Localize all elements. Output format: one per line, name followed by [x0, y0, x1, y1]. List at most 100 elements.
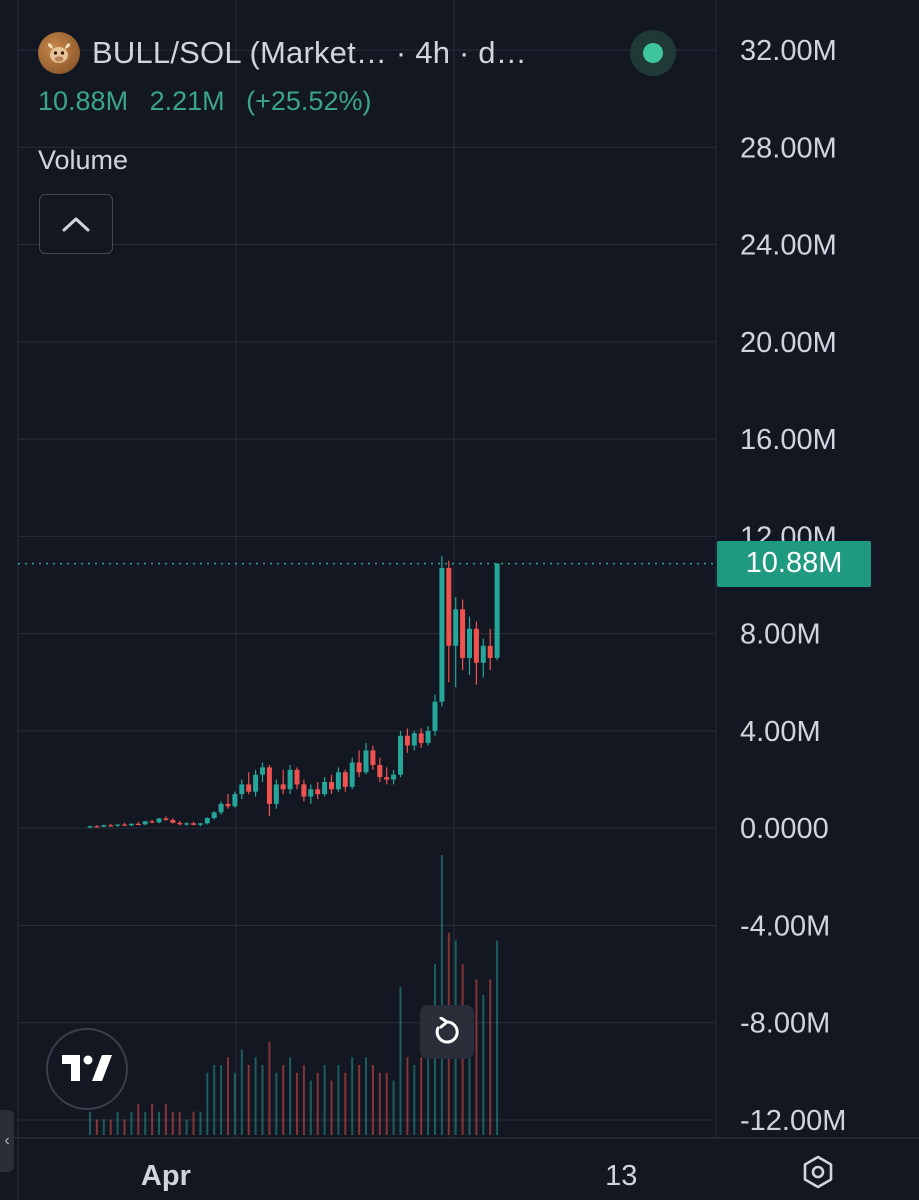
volume-bar [261, 1065, 264, 1135]
volume-bar [316, 1072, 319, 1135]
candle-body [184, 823, 190, 825]
x-tick-label: 13 [605, 1160, 637, 1192]
candle-body [122, 824, 127, 826]
chevron-up-icon [62, 217, 90, 232]
volume-bar [144, 1111, 147, 1135]
volume-bar [247, 1065, 250, 1135]
candle-body [391, 774, 397, 780]
volume-bar [199, 1111, 202, 1135]
volume-bar [427, 1041, 430, 1135]
candle-body [363, 750, 369, 773]
candle-body [480, 645, 486, 663]
candle-body [329, 781, 334, 790]
volume-bar [233, 1072, 236, 1135]
indicator-label[interactable]: Volume [38, 145, 129, 175]
volume-bar [475, 979, 478, 1135]
candle-body [108, 825, 114, 827]
legend-values: 10.88M 2.21M (+25.52%) [38, 86, 527, 117]
candle-body [246, 784, 252, 792]
volume-bar [337, 1065, 340, 1135]
candle-body [377, 764, 383, 778]
candle-body [467, 628, 472, 658]
volume-bar [164, 1103, 167, 1135]
chart-settings-button[interactable] [798, 1152, 838, 1192]
candle-body [301, 784, 307, 797]
candle-body [128, 823, 134, 826]
candle-body [439, 567, 445, 702]
candle-body [170, 819, 176, 823]
symbol-title[interactable]: BULL/SOL (Market… · 4h · d… [92, 35, 527, 70]
volume-bar [392, 1080, 395, 1135]
candle-body [177, 822, 183, 825]
candle-body [211, 812, 217, 818]
candle-body [398, 735, 403, 775]
settings-icon [803, 1155, 833, 1189]
collapse-legend-button[interactable] [39, 194, 113, 254]
volume-bar [482, 995, 485, 1135]
volume-bar [351, 1057, 354, 1135]
candle-body [322, 781, 328, 795]
volume-bar [489, 979, 492, 1135]
candle-body [294, 769, 300, 785]
volume-bar [275, 1072, 278, 1135]
volume-bar [254, 1057, 257, 1135]
last-price-tag: 10.88M [717, 540, 871, 587]
candle-body [460, 609, 466, 658]
candle-body [370, 750, 376, 765]
candle-body [266, 767, 272, 804]
legend-change-pct: (+25.52%) [246, 86, 372, 116]
candle-body [494, 563, 500, 658]
candle-body [156, 818, 162, 823]
candle-body [225, 803, 231, 807]
volume-bar [130, 1111, 133, 1135]
candle-body [87, 826, 93, 828]
candle-body [101, 825, 107, 827]
symbol-title-row[interactable]: BULL/SOL (Market… · 4h · d… [38, 28, 527, 78]
candle-body [115, 824, 121, 826]
tradingview-logo-icon [62, 1055, 112, 1081]
volume-bar [240, 1049, 243, 1135]
candle-body [342, 772, 348, 787]
y-tick-label: -4.00M [740, 910, 830, 942]
candle-body [425, 730, 431, 744]
status-dot-icon [643, 43, 663, 63]
candle-body [404, 735, 410, 746]
reset-chart-button[interactable] [420, 1005, 474, 1059]
market-status-indicator[interactable] [630, 30, 676, 76]
candle-body [356, 762, 362, 773]
candle-body [308, 789, 314, 797]
y-tick-label: 8.00M [740, 619, 821, 651]
volume-bar [158, 1111, 160, 1135]
candle-body [315, 789, 321, 795]
volume-bar [206, 1072, 209, 1135]
candle-body [253, 774, 259, 792]
candle-body [349, 762, 355, 787]
volume-bar [171, 1111, 174, 1135]
volume-bar [323, 1065, 326, 1135]
candle-body [260, 767, 265, 775]
candle-body [453, 609, 459, 646]
candle-body [487, 645, 493, 658]
candle-body [287, 769, 293, 790]
candle-body [218, 803, 224, 813]
chart-legend: BULL/SOL (Market… · 4h · d… 10.88M 2.21M… [38, 28, 527, 176]
candle-body [163, 818, 169, 820]
side-panel-handle[interactable]: ‹ [0, 1110, 14, 1172]
candle-body [335, 772, 341, 790]
candle-body [273, 784, 279, 804]
tradingview-logo[interactable] [46, 1028, 128, 1110]
candle-body [142, 821, 148, 825]
candle-body [191, 823, 196, 825]
volume-bar [213, 1065, 216, 1135]
y-tick-label: -12.00M [740, 1105, 846, 1137]
candle-body [411, 733, 417, 746]
candle-body [280, 784, 286, 790]
volume-bar [178, 1111, 181, 1135]
volume-bar [385, 1072, 388, 1135]
volume-bar [185, 1119, 188, 1135]
volume-bar [413, 1065, 416, 1135]
legend-change: 2.21M [149, 86, 225, 116]
volume-bar [268, 1041, 271, 1135]
